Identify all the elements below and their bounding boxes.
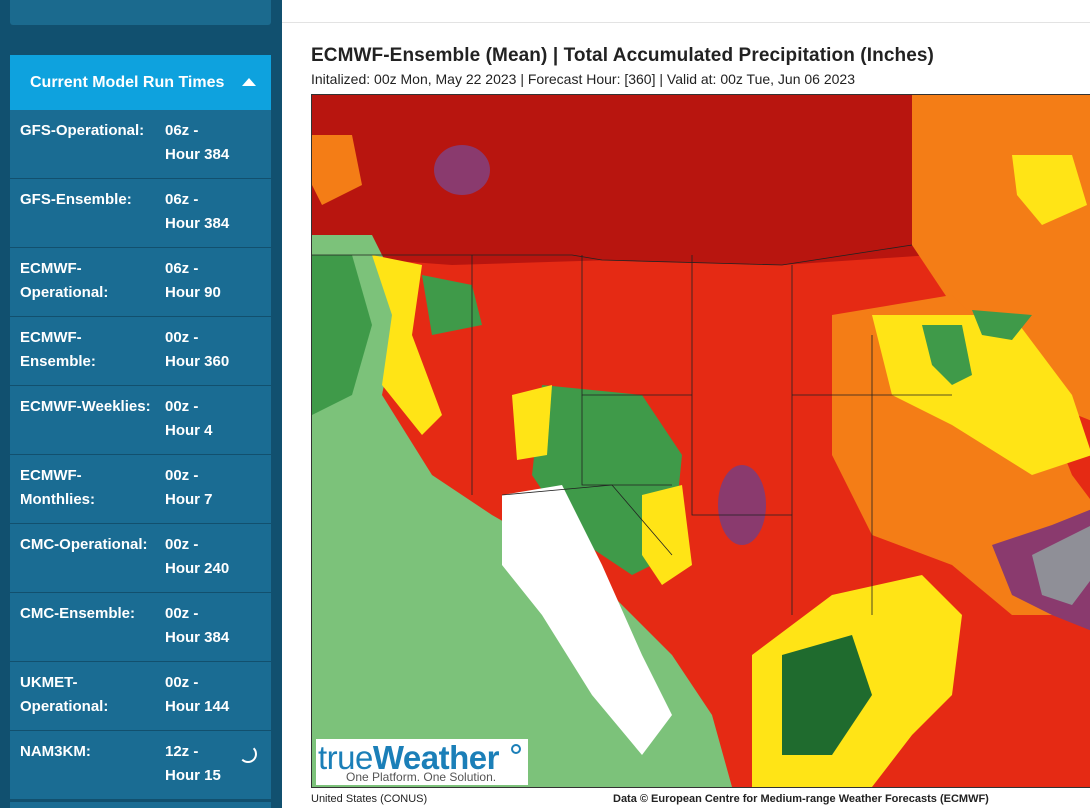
map-data-credit: Data © European Centre for Medium-range … [613, 793, 989, 805]
run-status: 06z - Hour 384 [165, 122, 230, 163]
model-run-list: GFS-Operational: 06z - Hour 384 GFS-Ensem… [10, 110, 271, 800]
map-fill-green-pacific-nw [312, 255, 372, 415]
logo-wordmark: trueWeather [318, 739, 499, 776]
run-status: 00z - Hour 144 [165, 674, 230, 715]
map-fill-green-lakes [922, 325, 972, 385]
run-model-name: ECMWF- Monthlies: [20, 467, 95, 508]
run-model-name: UKMET- Operational: [20, 674, 109, 715]
trueweather-logo[interactable]: trueWeather One Platform. One Solution. [316, 739, 528, 785]
run-model-name: ECMWF- Ensemble: [20, 329, 96, 370]
run-status: 00z - Hour 360 [165, 329, 230, 370]
map-fill-yellow-utah [512, 385, 552, 460]
map-fill-purple-oklahoma [718, 465, 766, 545]
run-model-name: GFS-Ensemble: [20, 191, 132, 208]
run-model-name: ECMWF-Weeklies: [20, 398, 151, 415]
run-status: 06z - Hour 384 [165, 191, 230, 232]
run-row-ecmwf-monthlies[interactable]: ECMWF- Monthlies: 00z - Hour 7 [10, 455, 271, 524]
run-status: 12z - Hour 15 [165, 743, 221, 784]
caret-up-icon[interactable] [242, 78, 256, 86]
sidebar-top-panel[interactable] [10, 0, 271, 25]
map-subtitle: Initalized: 00z Mon, May 22 2023 | Forec… [311, 71, 855, 87]
model-run-times-header[interactable]: Current Model Run Times [10, 55, 271, 110]
logo-ring-icon [511, 744, 521, 754]
sidebar: Current Model Run Times GFS-Operational:… [0, 0, 282, 808]
map-fill-green-lake-superior [972, 310, 1032, 340]
run-status: 00z - Hour 384 [165, 605, 230, 646]
run-row-nam3km[interactable]: NAM3KM: 12z - Hour 15 [10, 731, 271, 800]
logo-tagline: One Platform. One Solution. [346, 770, 497, 784]
precipitation-map-graphic [312, 95, 1090, 787]
map-region-label: United States (CONUS) [311, 793, 428, 805]
run-row-ukmet-operational[interactable]: UKMET- Operational: 00z - Hour 144 [10, 662, 271, 731]
map-fill-gray-southeast [1032, 526, 1090, 605]
map-fill-purple-montana [434, 145, 490, 195]
run-row-ecmwf-weeklies[interactable]: ECMWF-Weeklies: 00z - Hour 4 [10, 386, 271, 455]
run-status: 06z - Hour 90 [165, 260, 221, 301]
map-fill-yellow-cascades [372, 255, 442, 435]
map-fill-green-idaho [422, 275, 482, 335]
run-row-cmc-operational[interactable]: CMC-Operational: 00z - Hour 240 [10, 524, 271, 593]
map-fill-white-baja [502, 485, 672, 755]
map-boundaries [312, 244, 952, 615]
run-status: 00z - Hour 240 [165, 536, 230, 577]
map-fill-dark-green-gulf [782, 635, 872, 755]
run-model-name: GFS-Operational: [20, 122, 145, 139]
run-row-gfs-operational[interactable]: GFS-Operational: 06z - Hour 384 [10, 110, 271, 179]
run-row-cmc-ensemble[interactable]: CMC-Ensemble: 00z - Hour 384 [10, 593, 271, 662]
precipitation-map[interactable] [311, 94, 1090, 788]
map-fill-yellow-north [1012, 155, 1087, 225]
run-model-name: CMC-Ensemble: [20, 605, 136, 622]
map-fill-dark-red [312, 95, 1090, 265]
map-fill-yellow-plains-edge [642, 485, 692, 585]
sidebar-next-row [10, 802, 271, 808]
run-model-name: NAM3KM: [20, 743, 91, 760]
run-row-gfs-ensemble[interactable]: GFS-Ensemble: 06z - Hour 384 [10, 179, 271, 248]
run-status: 00z - Hour 7 [165, 467, 213, 508]
run-model-name: ECMWF- Operational: [20, 260, 109, 301]
header-divider [282, 22, 1090, 23]
run-row-ecmwf-operational[interactable]: ECMWF- Operational: 06z - Hour 90 [10, 248, 271, 317]
model-run-times-title: Current Model Run Times [30, 73, 225, 91]
run-model-name: CMC-Operational: [20, 536, 148, 553]
map-fill-orange-bc [312, 135, 362, 205]
run-row-ecmwf-ensemble[interactable]: ECMWF- Ensemble: 00z - Hour 360 [10, 317, 271, 386]
map-fill-yellow-midwest [872, 315, 1090, 475]
loading-spinner-icon [239, 745, 257, 763]
run-status: 00z - Hour 4 [165, 398, 213, 439]
map-title: ECMWF-Ensemble (Mean) | Total Accumulate… [311, 45, 934, 66]
